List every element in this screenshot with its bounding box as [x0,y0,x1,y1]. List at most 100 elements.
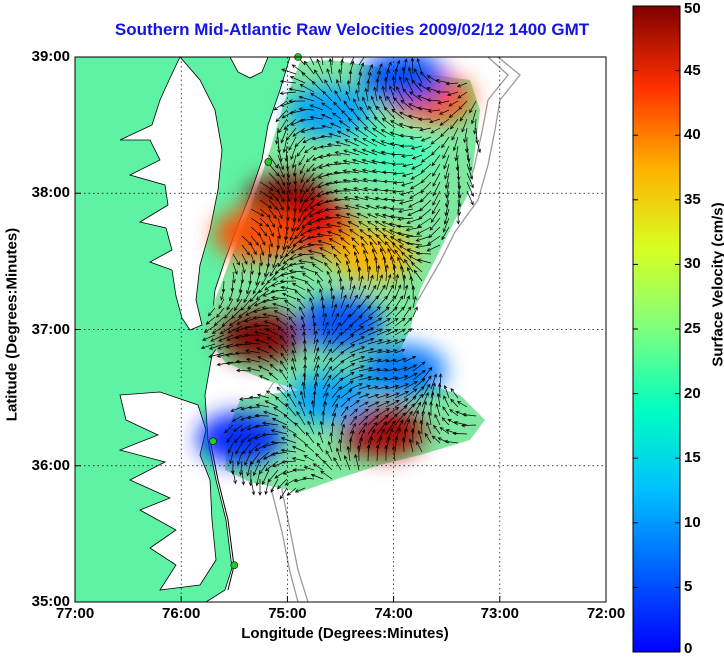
velocity-arrow [277,154,284,171]
velocity-arrow [227,325,243,334]
velocity-arrow [363,249,369,264]
velocity-arrow [253,330,270,336]
velocity-arrow [450,387,459,399]
velocity-arrow [473,118,477,135]
velocity-arrow [402,274,407,291]
velocity-arrow [403,295,410,309]
velocity-arrow [436,392,441,408]
velocity-arrow [244,349,261,354]
velocity-arrow [391,108,405,120]
velocity-arrow [275,317,288,327]
velocity-arrow [394,273,400,291]
velocity-arrow [358,71,363,84]
velocity-arrow [255,271,261,286]
velocity-arrow [374,220,387,228]
velocity-arrow [394,284,402,300]
velocity-arrow [275,109,288,123]
velocity-arrow [290,275,306,282]
velocity-arrow [364,257,369,273]
velocity-arrow [349,294,358,309]
velocity-arrow [401,251,414,264]
velocity-arrow [310,473,324,480]
velocity-arrow [308,208,324,218]
velocity-arrow [277,199,284,211]
velocity-arrow [288,109,306,115]
velocity-arrow [290,145,297,161]
velocity-arrow [373,187,387,192]
velocity-arrow [340,405,349,417]
velocity-arrow [264,280,279,291]
velocity-arrow [316,232,333,237]
velocity-arrow [316,442,324,453]
velocity-arrow [310,126,324,131]
velocity-arrow [385,273,392,291]
velocity-arrow [250,478,256,496]
velocity-arrow [269,262,279,277]
velocity-arrow [410,428,415,444]
velocity-arrow [299,84,315,93]
velocity-arrow [367,415,379,426]
velocity-arrow [239,397,252,401]
velocity-arrow [403,306,412,318]
velocity-arrow [435,78,450,84]
y-tick-label: 39:00 [31,48,70,65]
velocity-arrow [437,382,442,399]
velocity-arrow [333,170,351,175]
velocity-arrow [305,154,315,163]
speed-region-13 [362,344,447,397]
velocity-arrow [363,187,378,192]
velocity-arrow [403,388,418,399]
velocity-arrow [316,190,333,198]
velocity-arrow [326,230,342,237]
velocity-arrow [345,128,360,138]
velocity-arrow [322,312,328,327]
velocity-arrow [322,357,333,372]
velocity-arrow [249,289,261,303]
velocity-arrow [403,364,418,372]
velocity-arrow [432,190,441,206]
velocity-arrow [230,460,235,475]
velocity-arrow [311,172,324,182]
velocity-arrow [321,304,326,318]
velocity-arrow [303,466,315,471]
velocity-arrow [365,204,378,210]
velocity-arrow [264,460,279,472]
velocity-arrow [417,217,432,228]
velocity-arrow [280,360,288,372]
velocity-arrow [391,75,396,93]
x-axis-label: Longitude (Degrees:Minutes) [241,625,449,642]
velocity-arrow [340,430,344,444]
velocity-arrow [411,163,423,170]
velocity-arrow [409,91,423,102]
velocity-arrow [318,431,324,444]
velocity-arrow [229,451,234,465]
velocity-arrow [211,325,225,334]
velocity-arrow [240,415,252,421]
velocity-arrow [287,235,297,250]
velocity-arrow [367,358,382,363]
velocity-arrow [280,352,288,363]
velocity-arrow [411,79,423,93]
velocity-arrow [403,328,413,336]
velocity-arrow [396,224,414,229]
velocity-arrow [438,109,450,115]
velocity-arrow [394,435,399,453]
velocity-arrow [233,424,243,432]
velocity-arrow [427,235,441,245]
velocity-arrow [440,127,450,138]
velocity-arrow [258,460,270,475]
velocity-arrow [272,302,288,309]
velocity-arrow [427,109,441,113]
velocity-arrow [384,444,388,461]
velocity-arrow [401,436,406,453]
velocity-arrow [375,205,387,210]
velocity-arrow [299,190,306,204]
velocity-arrow [226,298,234,311]
velocity-arrow [403,58,408,75]
velocity-arrow [234,351,252,356]
velocity-arrow [302,136,315,143]
velocity-arrow [331,403,338,417]
velocity-arrow [414,68,423,84]
velocity-arrow [220,289,225,301]
velocity-arrow [274,396,288,408]
